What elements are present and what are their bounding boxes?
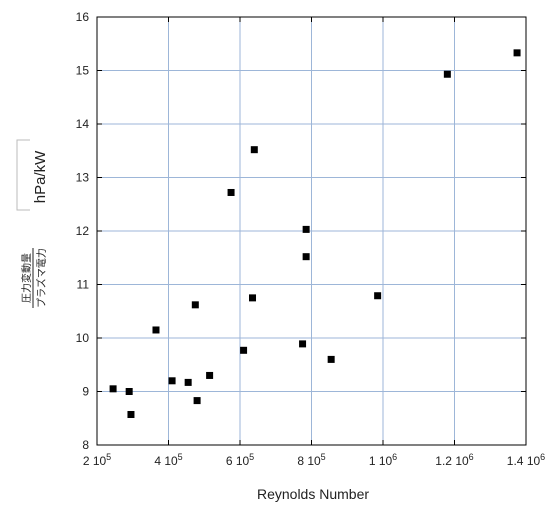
data-point — [327, 355, 335, 363]
x-tick-label: 1.4 106 — [507, 452, 545, 468]
y-axis-unit: hPa/kW — [32, 150, 49, 203]
y-tick-label: 10 — [76, 331, 90, 345]
y-axis-ticks: 8 9 10 11 12 13 14 15 16 — [76, 10, 526, 452]
y-tick-label: 9 — [82, 385, 89, 399]
grid-lines — [97, 17, 526, 445]
y-tick-label: 12 — [76, 224, 90, 238]
x-tick-label: 6 105 — [226, 452, 254, 468]
data-point — [206, 371, 214, 379]
y-tick-label: 13 — [76, 171, 90, 185]
data-point — [227, 188, 235, 196]
y-tick-label: 8 — [82, 438, 89, 452]
data-point — [109, 385, 117, 393]
y-label-bracket — [16, 139, 30, 211]
x-tick-label: 2 105 — [83, 452, 111, 468]
y-tick-label: 16 — [76, 10, 90, 24]
data-point — [127, 411, 135, 419]
x-tick-label: 8 105 — [297, 452, 325, 468]
data-point — [152, 326, 160, 334]
x-tick-label: 4 105 — [154, 452, 182, 468]
y-tick-label: 14 — [76, 117, 90, 131]
data-point — [302, 225, 310, 233]
data-point — [299, 340, 307, 348]
data-point — [374, 292, 382, 300]
data-point — [249, 294, 257, 302]
data-point — [443, 70, 451, 78]
data-point — [193, 397, 201, 405]
data-point — [513, 49, 521, 57]
x-axis-label: Reynolds Number — [257, 486, 369, 502]
data-points — [109, 49, 521, 419]
data-point — [302, 253, 310, 261]
y-axis-label: hPa/kW 圧力変動量 プラズマ電力 — [20, 150, 49, 308]
data-point — [250, 146, 258, 154]
x-tick-label: 1.2 106 — [435, 452, 473, 468]
data-point — [168, 377, 176, 385]
data-point — [184, 378, 192, 386]
y-axis-numerator: 圧力変動量 — [20, 253, 33, 303]
data-point — [191, 301, 199, 309]
y-tick-label: 11 — [77, 278, 90, 292]
data-point — [240, 346, 248, 354]
data-point — [125, 388, 133, 395]
y-axis-denominator: プラズマ電力 — [35, 248, 48, 308]
x-tick-label: 1 106 — [369, 452, 397, 468]
x-axis-ticks: 2 105 4 105 6 105 8 105 1 106 1.2 106 1.4 106 — [83, 17, 545, 468]
y-tick-label: 15 — [76, 64, 90, 78]
